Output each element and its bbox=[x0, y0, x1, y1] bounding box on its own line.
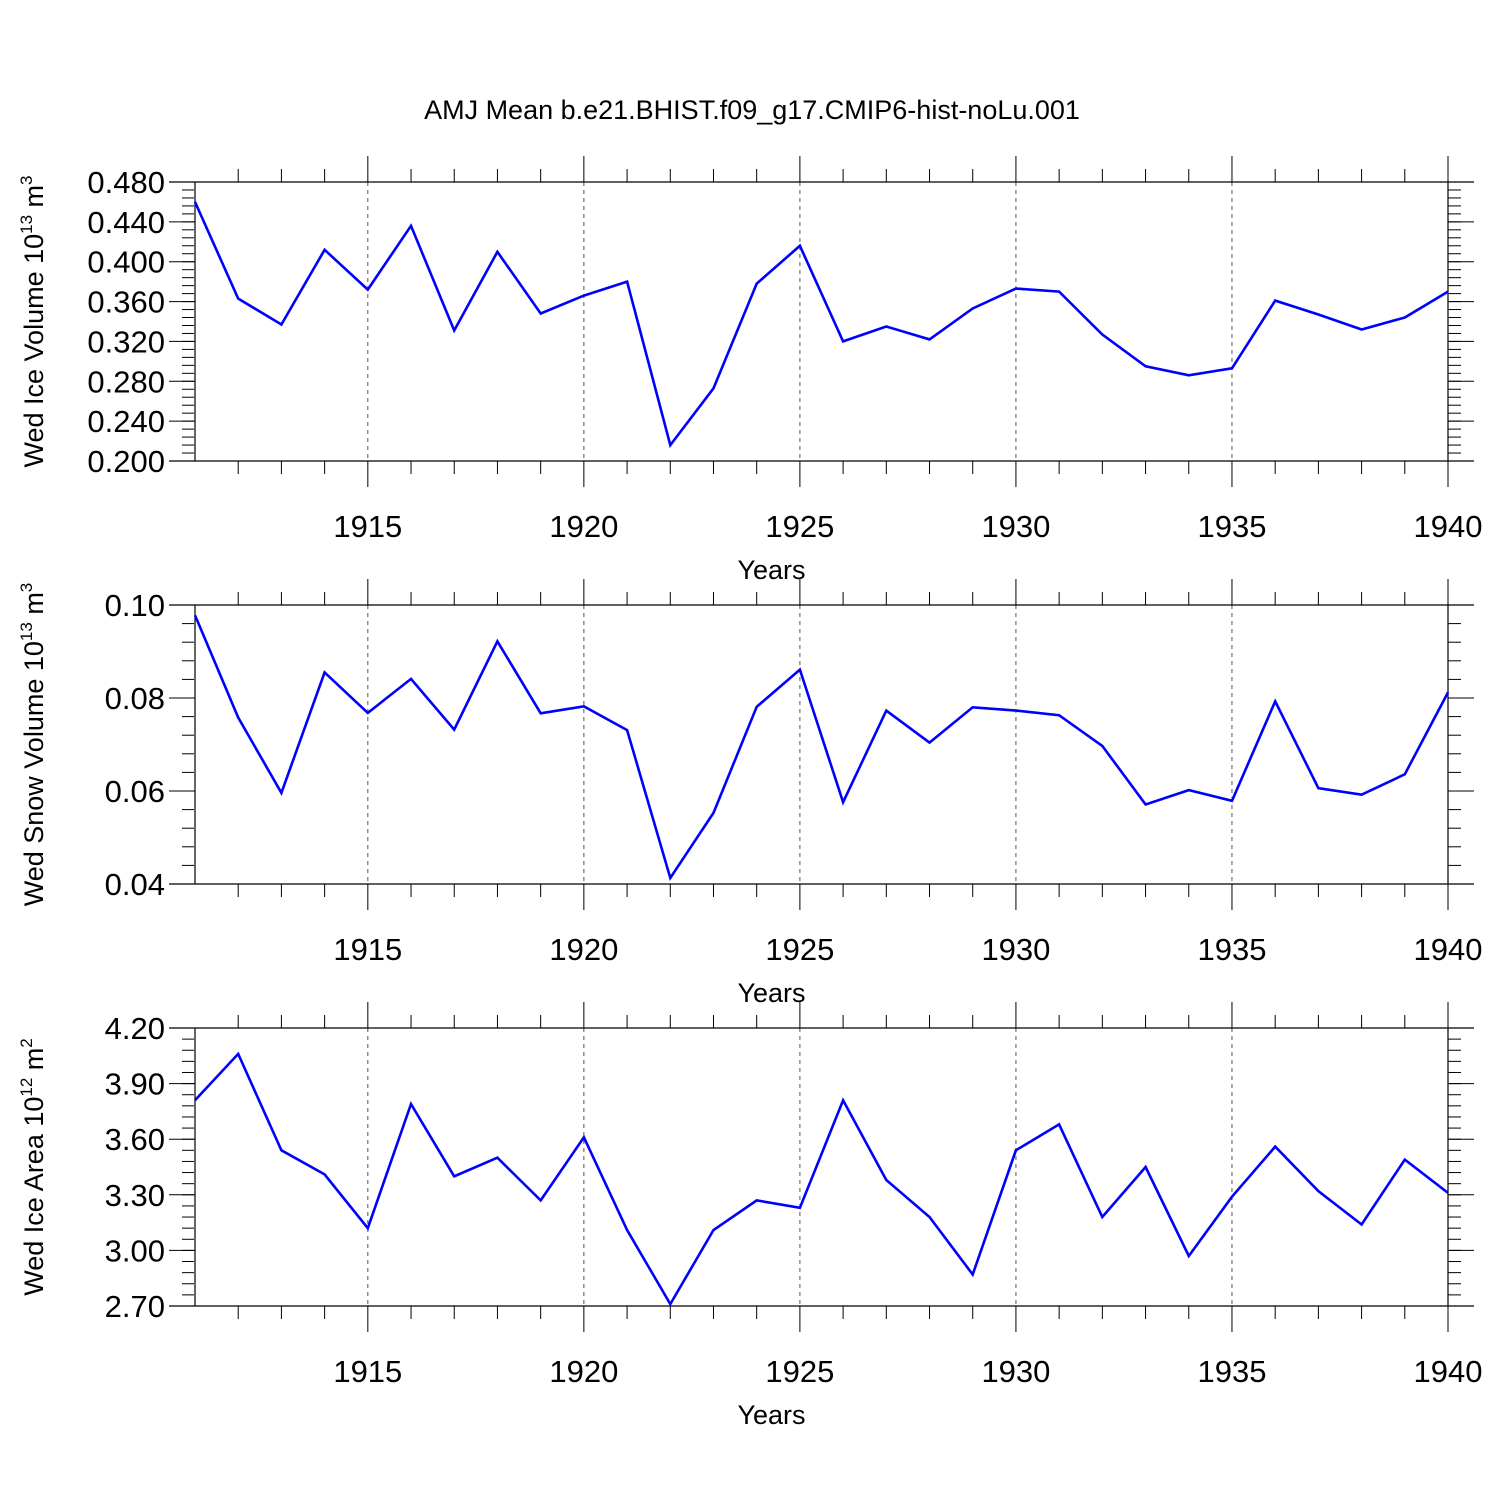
x-tick-label: 1925 bbox=[765, 932, 834, 967]
panel-1: 1915 1920 1925 1930 1935 1940 0.200 0.240 0.280 0… bbox=[17, 156, 1482, 585]
panel-3: 1915 1920 1925 1930 1935 1940 2.70 3.00 3.30 3.60… bbox=[17, 1002, 1482, 1430]
y-tick-label: 0.10 bbox=[105, 588, 165, 623]
panels: 1915 1920 1925 1930 1935 1940 0.200 0.240 0.280 0… bbox=[17, 156, 1482, 1430]
panel-2: 1915 1920 1925 1930 1935 1940 0.04 0.06 0.08 0.10… bbox=[17, 579, 1482, 1008]
x-tick-label: 1920 bbox=[549, 1354, 618, 1389]
y-tick-label: 3.30 bbox=[105, 1178, 165, 1213]
x-axis-label: Years bbox=[737, 978, 805, 1008]
series-line-1 bbox=[193, 614, 1450, 882]
y-tick-label: 3.00 bbox=[105, 1233, 165, 1268]
x-tick-label: 1920 bbox=[549, 509, 618, 544]
y-tick-label: 0.240 bbox=[87, 404, 165, 439]
x-tick-label: 1935 bbox=[1197, 509, 1266, 544]
y-tick-label: 0.04 bbox=[105, 867, 165, 902]
x-tick-label: 1925 bbox=[765, 509, 834, 544]
y-tick-label: 0.280 bbox=[87, 364, 165, 399]
y-axis-label: Wed Snow Volume 1013 m3 bbox=[17, 583, 49, 907]
x-tick-label: 1940 bbox=[1414, 932, 1483, 967]
y-tick-label: 0.200 bbox=[87, 444, 165, 479]
y-tick-label: 4.20 bbox=[105, 1011, 165, 1046]
y-axis-label: Wed Ice Area 1012 m2 bbox=[17, 1038, 49, 1296]
y-tick-label: 0.480 bbox=[87, 165, 165, 200]
x-tick-label: 1915 bbox=[333, 509, 402, 544]
figure-title: AMJ Mean b.e21.BHIST.f09_g17.CMIP6-hist-… bbox=[424, 95, 1080, 125]
y-tick-label: 3.90 bbox=[105, 1067, 165, 1102]
series-line-1 bbox=[194, 1051, 1449, 1307]
x-tick-label: 1940 bbox=[1414, 509, 1483, 544]
y-tick-label: 0.08 bbox=[105, 681, 165, 716]
x-tick-label: 1930 bbox=[981, 509, 1050, 544]
x-tick-label: 1915 bbox=[333, 1354, 402, 1389]
y-tick-label: 0.320 bbox=[87, 324, 165, 359]
series-line-1 bbox=[193, 201, 1449, 449]
x-tick-label: 1935 bbox=[1197, 932, 1266, 967]
y-axis-label: Wed Ice Volume 1013 m3 bbox=[17, 175, 49, 467]
x-axis-label: Years bbox=[737, 555, 805, 585]
x-axis-label: Years bbox=[737, 1400, 805, 1430]
x-tick-label: 1935 bbox=[1197, 1354, 1266, 1389]
x-tick-label: 1920 bbox=[549, 932, 618, 967]
y-tick-label: 0.400 bbox=[87, 245, 165, 280]
y-tick-label: 0.360 bbox=[87, 285, 165, 320]
x-tick-label: 1940 bbox=[1414, 1354, 1483, 1389]
y-tick-label: 3.60 bbox=[105, 1122, 165, 1157]
y-tick-label: 2.70 bbox=[105, 1289, 165, 1324]
x-tick-label: 1930 bbox=[981, 932, 1050, 967]
x-tick-label: 1930 bbox=[981, 1354, 1050, 1389]
x-tick-label: 1925 bbox=[765, 1354, 834, 1389]
y-tick-label: 0.440 bbox=[87, 205, 165, 240]
y-tick-label: 0.06 bbox=[105, 774, 165, 809]
x-tick-label: 1915 bbox=[333, 932, 402, 967]
